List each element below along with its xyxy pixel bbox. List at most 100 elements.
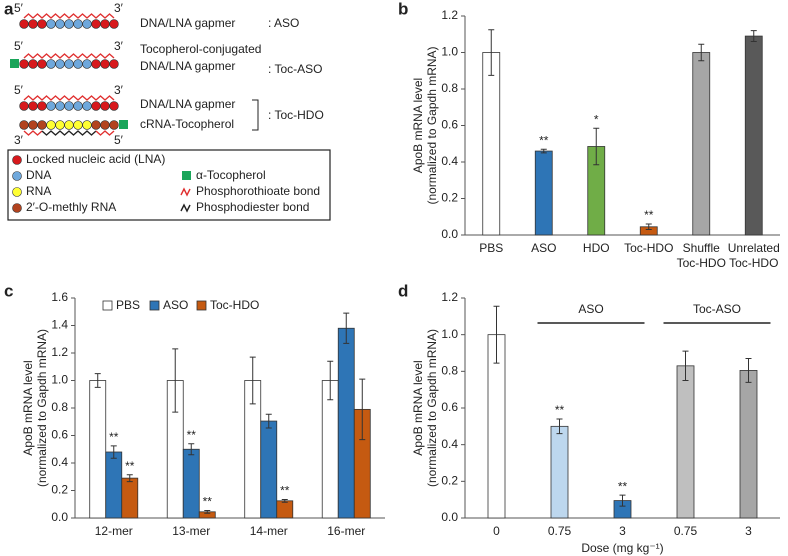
nucleotide — [109, 19, 119, 29]
significance: ** — [555, 403, 565, 417]
significance: ** — [280, 484, 290, 498]
legend-label: Toc-HDO — [210, 298, 259, 312]
y-axis-label: ApoB mRNA level — [21, 360, 35, 455]
nucleotide — [64, 120, 74, 130]
legend-swatch — [12, 203, 22, 213]
x-tick-label: 12-mer — [95, 524, 133, 538]
y-tick-label: 0.8 — [51, 400, 68, 414]
strand-desc: DNA/LNA gapmer — [140, 59, 235, 73]
x-tick-label: Toc-HDO — [677, 256, 726, 270]
y-tick-label: 1.0 — [441, 45, 458, 59]
x-tick-label: Toc-HDO — [729, 256, 778, 270]
y-tick-label: 0.8 — [441, 364, 458, 378]
nucleotide — [55, 19, 65, 29]
nucleotide — [82, 59, 92, 69]
nucleotide — [28, 59, 38, 69]
nucleotide — [73, 101, 83, 111]
significance: ** — [539, 133, 549, 147]
y-tick-label: 1.2 — [441, 8, 458, 22]
nucleotide — [46, 59, 56, 69]
bond — [41, 130, 97, 136]
nucleotide — [28, 120, 38, 130]
y-tick-label: 0.4 — [51, 455, 68, 469]
x-tick-label: Shuffle — [683, 241, 720, 255]
legend-label: 2′-O-methly RNA — [26, 200, 116, 214]
bar — [182, 448, 200, 519]
nucleotide — [82, 101, 92, 111]
y-tick-label: 1.2 — [51, 345, 68, 359]
legend-label: ASO — [163, 298, 188, 312]
nucleotide — [19, 101, 29, 111]
error-bar — [698, 43, 705, 62]
nucleotide — [55, 59, 65, 69]
significance: ** — [618, 479, 628, 493]
error-bar — [126, 474, 133, 483]
bond — [23, 95, 115, 101]
y-tick-label: 0.4 — [441, 437, 458, 451]
nucleotide — [73, 59, 83, 69]
group-label: Toc-ASO — [693, 302, 741, 316]
nucleotide — [37, 19, 47, 29]
error-bar — [188, 443, 195, 456]
nucleotide — [46, 101, 56, 111]
error-bar — [745, 358, 752, 383]
strand-desc: DNA/LNA gapmer — [140, 97, 235, 111]
bar — [676, 365, 695, 519]
y-axis-label: ApoB mRNA level — [411, 78, 425, 173]
bar — [321, 380, 339, 519]
nucleotide — [37, 120, 47, 130]
nucleotide — [46, 120, 56, 130]
legend-label: PBS — [116, 298, 140, 312]
error-bar — [327, 360, 334, 401]
bar — [692, 52, 711, 236]
significance: ** — [109, 430, 119, 444]
strand-desc: DNA/LNA gapmer — [140, 16, 235, 30]
error-bar — [493, 305, 500, 364]
nucleotide — [91, 59, 101, 69]
x-tick-label: PBS — [479, 241, 503, 255]
legend-swatch — [196, 300, 207, 311]
bar — [534, 150, 553, 236]
y-tick-label: 0.2 — [441, 474, 458, 488]
y-tick-label: 0.8 — [441, 81, 458, 95]
strand-desc: Tocopherol-conjugated — [140, 42, 261, 56]
error-bar — [172, 348, 179, 413]
nucleotide — [109, 101, 119, 111]
error-bar — [645, 223, 652, 231]
nucleotide — [28, 101, 38, 111]
error-bar — [94, 373, 101, 388]
nucleotide — [73, 120, 83, 130]
error-bar — [619, 494, 626, 507]
bar — [744, 35, 763, 236]
bar — [89, 380, 107, 519]
error-bar — [204, 509, 211, 514]
nucleotide — [55, 120, 65, 130]
nucleotide — [100, 59, 110, 69]
nucleotide — [37, 101, 47, 111]
nucleotide — [91, 120, 101, 130]
error-bar — [593, 127, 600, 166]
error-bar — [265, 413, 272, 429]
bond — [95, 130, 115, 136]
nucleotide — [100, 120, 110, 130]
strand-end: 5′ — [14, 1, 24, 15]
significance: * — [594, 112, 599, 126]
error-bar — [750, 30, 757, 43]
bar — [739, 370, 758, 519]
x-tick-label: Toc-HDO — [624, 241, 673, 255]
error-bar — [488, 29, 495, 76]
tocopherol — [119, 120, 128, 129]
legend-swatch — [182, 171, 191, 180]
nucleotide — [100, 19, 110, 29]
bar — [121, 477, 139, 519]
nucleotide — [91, 101, 101, 111]
y-tick-label: 1.4 — [51, 318, 68, 332]
bar — [260, 420, 278, 519]
error-bar — [281, 498, 288, 503]
panel-label: b — [398, 0, 408, 18]
y-tick-label: 0.0 — [51, 510, 68, 524]
nucleotide — [82, 19, 92, 29]
bracket — [252, 99, 259, 131]
x-tick-label: Unrelated — [728, 241, 780, 255]
nucleotide — [28, 19, 38, 29]
